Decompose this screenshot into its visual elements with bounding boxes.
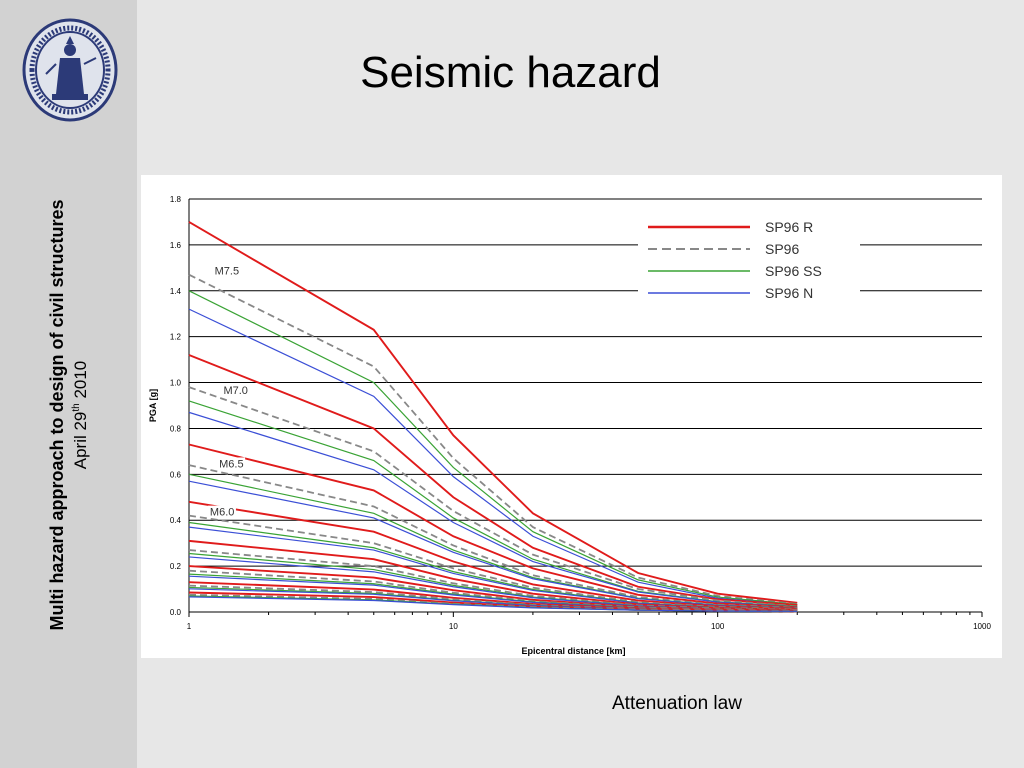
series-line (188, 386, 798, 608)
legend-label: SP96 SS (765, 263, 822, 279)
x-tick-label: 1 (187, 622, 192, 631)
series-line (188, 273, 798, 605)
legend-label: SP96 N (765, 285, 813, 301)
annotation-bg (221, 384, 250, 397)
magnitude-annotation: M7.0 (223, 385, 247, 397)
series-line (188, 308, 798, 606)
series-line (188, 221, 798, 604)
series-line (188, 443, 798, 609)
x-tick-label: 100 (711, 622, 725, 631)
y-tick-label: 0.0 (170, 608, 182, 617)
y-tick-label: 1.2 (170, 333, 182, 342)
x-tick-label: 10 (449, 622, 458, 631)
magnitude-annotation: M6.5 (219, 458, 243, 470)
y-tick-label: 0.2 (170, 562, 182, 571)
sidebar-date-suffix: 2010 (70, 360, 90, 404)
series-line (188, 500, 798, 610)
y-tick-label: 1.4 (170, 287, 182, 296)
sidebar-date-sup: th (71, 403, 83, 412)
annotation-bg (207, 505, 236, 518)
y-tick-label: 0.6 (170, 470, 182, 479)
y-tick-label: 0.4 (170, 516, 182, 525)
slide-caption: Attenuation law (612, 693, 742, 714)
sidebar-course-title: Multi hazard approach to design of civil… (47, 199, 68, 631)
y-axis-label: PGA [g] (148, 389, 158, 422)
series-line (188, 596, 798, 612)
annotation-bg (212, 264, 241, 277)
magnitude-annotation: M6.0 (210, 507, 234, 519)
sidebar: Multi hazard approach to design of civil… (0, 0, 137, 768)
sidebar-caption: Multi hazard approach to design of civil… (47, 175, 90, 655)
series-line (188, 290, 798, 606)
attenuation-chart: 0.0 0.2 0.4 0.6 0.8 1.0 1.2 1.4 1.6 1.8 1 10 100 1000… (148, 195, 991, 656)
series-line (188, 514, 798, 611)
series-line (188, 354, 798, 607)
y-tick-label: 1.0 (170, 379, 182, 388)
x-axis-label: Epicentral distance [km] (521, 646, 625, 656)
sidebar-date: April 29th 2010 (67, 175, 90, 655)
y-tick-label: 0.8 (170, 424, 182, 433)
legend-label: SP96 R (765, 219, 813, 235)
university-seal-icon (22, 18, 118, 122)
x-tick-label: 1000 (973, 622, 991, 631)
series-line (188, 411, 798, 608)
sidebar-date-prefix: April 29 (70, 411, 90, 470)
legend-label: SP96 (765, 241, 799, 257)
y-tick-label: 1.6 (170, 241, 182, 250)
y-tick-label: 1.8 (170, 195, 182, 204)
chart-panel: 0.0 0.2 0.4 0.6 0.8 1.0 1.2 1.4 1.6 1.8 1 10 100 1000… (141, 175, 1002, 658)
slide-title: Seismic hazard (360, 48, 661, 97)
annotation-bg (217, 457, 246, 470)
magnitude-annotation: M7.5 (215, 266, 239, 278)
